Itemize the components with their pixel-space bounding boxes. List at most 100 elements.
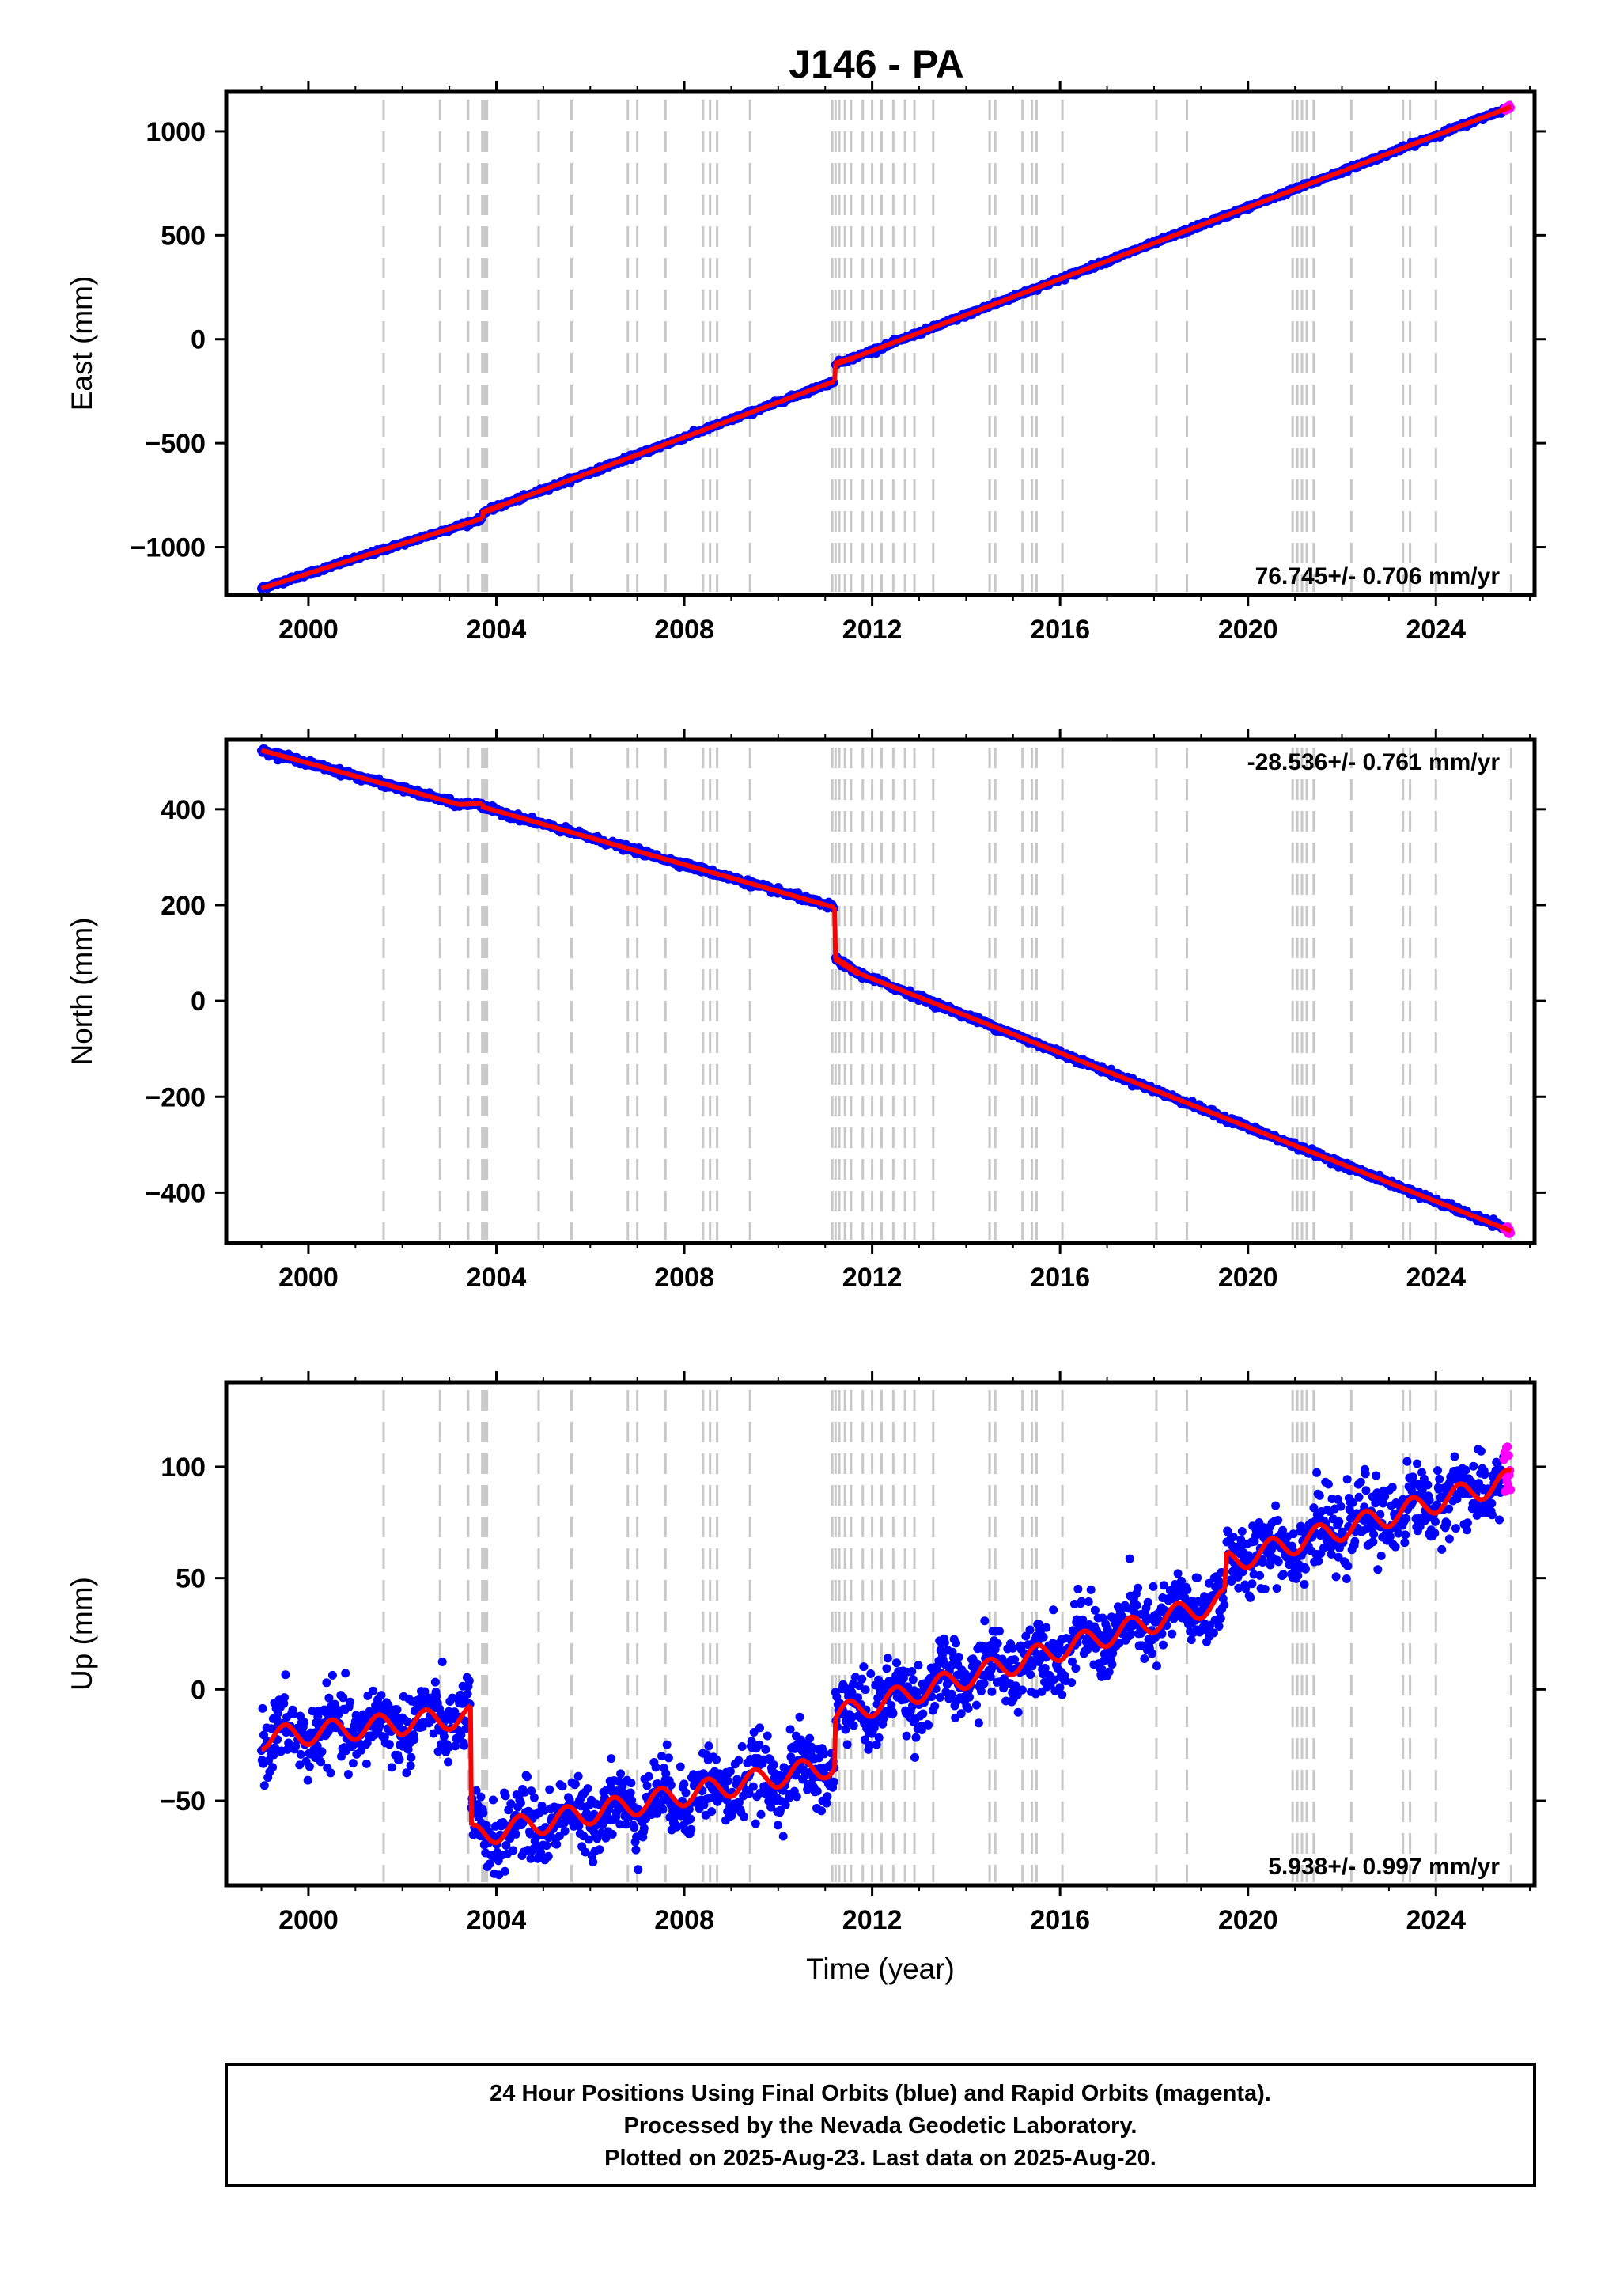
- final-orbit-point: [403, 1745, 413, 1754]
- plot-area: [257, 100, 1516, 593]
- x-tick-label: 2004: [467, 615, 527, 645]
- model-fit-line: [834, 355, 855, 366]
- final-orbit-point: [369, 1686, 378, 1695]
- velocity-annotation: 76.745+/- 0.706 mm/yr: [1255, 563, 1501, 589]
- final-orbit-point: [326, 1768, 335, 1778]
- final-orbit-point: [476, 1792, 486, 1802]
- x-tick-label: 2020: [1218, 1263, 1278, 1293]
- final-orbit-point: [327, 1670, 337, 1680]
- y-tick-label: 400: [161, 795, 206, 825]
- model-fit-line: [457, 801, 483, 807]
- final-orbit-point: [341, 1669, 350, 1678]
- figure-title: J146 - PA: [789, 42, 963, 86]
- final-orbit-point: [346, 1697, 355, 1707]
- axes-frame: [224, 737, 1537, 1245]
- final-orbit-point: [485, 1859, 494, 1869]
- x-tick-label: 2008: [654, 1263, 714, 1293]
- final-orbit-point: [437, 1658, 447, 1666]
- final-orbit-point: [500, 1866, 509, 1876]
- final-orbit-point: [296, 1711, 305, 1721]
- y-tick-label: −1000: [131, 533, 206, 563]
- panel-east: 2000 2004 2008 2012 2016 2020 202410005000−500…: [66, 81, 1546, 645]
- model-fit-line: [834, 956, 861, 976]
- final-orbit-point: [410, 1735, 419, 1745]
- model-fit-line: [260, 516, 483, 591]
- final-orbit-point: [451, 1741, 460, 1751]
- final-orbit-point: [433, 1747, 443, 1756]
- final-orbit-point: [387, 1763, 396, 1772]
- plot-area: [257, 1390, 1516, 1882]
- final-orbit-point: [479, 1808, 488, 1817]
- x-tick-label: 2012: [842, 615, 903, 645]
- y-tick-label: 0: [191, 987, 206, 1017]
- final-orbit-point: [281, 1670, 290, 1680]
- final-orbit-point: [339, 1693, 348, 1703]
- x-tick-label: 2024: [1406, 1263, 1466, 1293]
- final-orbit-points: [257, 1442, 1516, 1880]
- final-orbit-point: [316, 1757, 325, 1767]
- final-orbit-point: [450, 1707, 460, 1717]
- y-tick-label: −400: [145, 1178, 206, 1208]
- model-fit-line: [479, 802, 835, 910]
- final-orbit-point: [439, 1732, 449, 1741]
- final-orbit-point: [501, 1841, 511, 1850]
- final-orbit-point: [406, 1761, 415, 1771]
- velocity-annotation: -28.536+/- 0.761 mm/yr: [1247, 749, 1501, 775]
- x-tick-label: 2016: [1030, 615, 1090, 645]
- final-orbit-point: [489, 1795, 498, 1805]
- final-orbit-point: [430, 1677, 440, 1687]
- final-orbit-point: [357, 1745, 366, 1755]
- final-orbit-point: [362, 1738, 372, 1748]
- x-tick-label: 2016: [1030, 1263, 1090, 1293]
- final-orbit-point: [402, 1768, 411, 1778]
- axes-frame: [224, 89, 1537, 597]
- final-orbit-point: [300, 1718, 309, 1727]
- final-orbit-point: [377, 1691, 386, 1700]
- y-axis-label: North (mm): [66, 917, 98, 1065]
- final-orbit-point: [471, 1786, 481, 1795]
- panel-up: 2000 2004 2008 2012 2016 2020 2024100500−50Up …: [66, 1371, 1546, 1985]
- final-orbit-point: [259, 1730, 268, 1740]
- y-axis-label: East (mm): [66, 276, 98, 411]
- panel-north: 2000 2004 2008 2012 2016 2020 20244002000−200−…: [66, 729, 1546, 1293]
- x-tick-label: 2020: [1218, 615, 1278, 645]
- final-orbit-point: [317, 1747, 327, 1756]
- final-orbit-point: [259, 1781, 269, 1790]
- y-tick-label: −500: [145, 429, 206, 459]
- final-orbit-point: [460, 1716, 470, 1726]
- final-orbit-point: [305, 1762, 314, 1771]
- y-tick-label: −200: [145, 1082, 206, 1112]
- x-tick-label: 2004: [467, 1263, 527, 1293]
- y-tick-label: 1000: [146, 117, 206, 147]
- final-orbit-point: [432, 1692, 441, 1701]
- final-orbit-point: [268, 1763, 278, 1772]
- final-orbit-points: [257, 744, 1516, 1238]
- model-fit-line: [857, 971, 1512, 1233]
- final-orbit-point: [395, 1755, 404, 1764]
- final-orbit-point: [410, 1707, 419, 1716]
- final-orbit-point: [280, 1693, 289, 1703]
- panels: 2000 2004 2008 2012 2016 2020 202410005000−500…: [66, 81, 1546, 1985]
- final-orbit-point: [267, 1724, 277, 1733]
- final-orbit-point: [303, 1775, 312, 1785]
- model-fit-line: [852, 104, 1512, 361]
- plot-area: [257, 744, 1516, 1240]
- model-fit-line: [260, 748, 460, 807]
- model-fit-line: [500, 378, 836, 508]
- y-tick-label: 0: [191, 325, 206, 355]
- final-orbit-point: [322, 1678, 331, 1688]
- final-orbit-point: [392, 1705, 402, 1714]
- final-orbit-point: [464, 1676, 474, 1685]
- final-orbit-point: [348, 1759, 358, 1768]
- x-tick-label: 2012: [842, 1263, 903, 1293]
- x-tick-label: 2008: [654, 615, 714, 645]
- final-orbit-point: [460, 1741, 469, 1750]
- final-orbit-point: [296, 1749, 305, 1759]
- final-orbit-point: [289, 1710, 298, 1719]
- y-tick-label: 500: [161, 221, 206, 251]
- final-orbit-point: [361, 1759, 371, 1768]
- final-orbit-point: [456, 1730, 466, 1740]
- final-orbit-point: [463, 1689, 472, 1699]
- final-orbit-point: [384, 1740, 394, 1749]
